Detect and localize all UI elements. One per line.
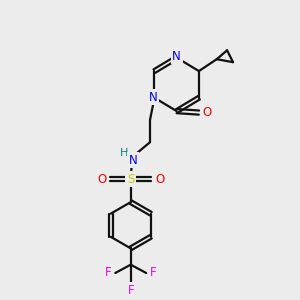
- Text: N: N: [128, 154, 137, 166]
- Text: S: S: [127, 173, 134, 186]
- Text: N: N: [172, 50, 181, 63]
- Text: O: O: [202, 106, 212, 119]
- Text: N: N: [148, 91, 157, 104]
- Text: O: O: [155, 173, 164, 186]
- Text: F: F: [150, 266, 157, 280]
- Text: O: O: [97, 173, 106, 186]
- Text: F: F: [128, 284, 134, 297]
- Text: F: F: [105, 266, 112, 280]
- Text: H: H: [120, 148, 128, 158]
